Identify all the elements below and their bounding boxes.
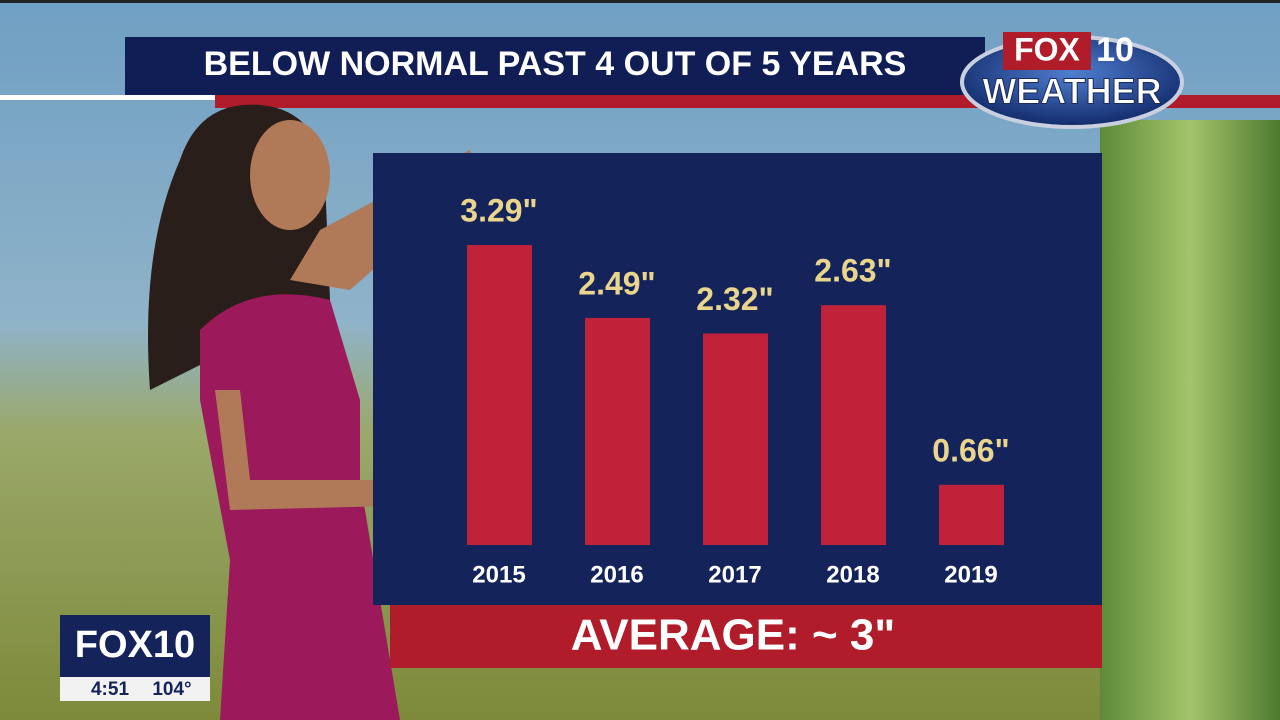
- logo-label: WEATHER: [982, 71, 1161, 112]
- bar: [821, 305, 886, 545]
- logo-brand-box: [1003, 32, 1091, 70]
- value-label: 2.63": [814, 253, 891, 289]
- value-label: 2.32": [696, 281, 773, 317]
- annotation: AVERAGE: ~ 3": [571, 611, 895, 660]
- bug-station: FOX10: [75, 624, 195, 666]
- x-tick-label: 2017: [708, 561, 761, 588]
- x-tick-label: 2016: [590, 561, 643, 588]
- plot: 2015 3.29" 2016 2.49" 2017 2.32" 2018 2.63" 2019…: [460, 192, 1009, 588]
- x-tick-label: 2015: [472, 561, 525, 588]
- value-label: 2.49": [578, 265, 655, 301]
- bug-temperature: 104°: [152, 679, 191, 700]
- value-label: 3.29": [460, 192, 537, 228]
- bar: [939, 484, 1004, 545]
- top-edge: [0, 0, 1280, 3]
- bug-time: 4:51: [91, 679, 129, 700]
- title-bar: [125, 37, 985, 95]
- x-tick-label: 2018: [826, 561, 879, 588]
- annotation-bar: [390, 605, 1102, 668]
- bar: [703, 333, 768, 545]
- value-label: 0.66": [932, 432, 1009, 468]
- cactus: [1100, 120, 1280, 720]
- logo-channel: 10: [1096, 31, 1134, 69]
- bar: [467, 245, 532, 545]
- chart-title: BELOW NORMAL PAST 4 OUT OF 5 YEARS: [204, 45, 907, 83]
- bug-info-box: [60, 677, 210, 701]
- x-tick-label: 2019: [944, 561, 997, 588]
- bug-box: [60, 615, 210, 677]
- white-stripe: [0, 95, 215, 100]
- bar: [585, 317, 650, 545]
- logo-brand: FOX: [1014, 31, 1080, 67]
